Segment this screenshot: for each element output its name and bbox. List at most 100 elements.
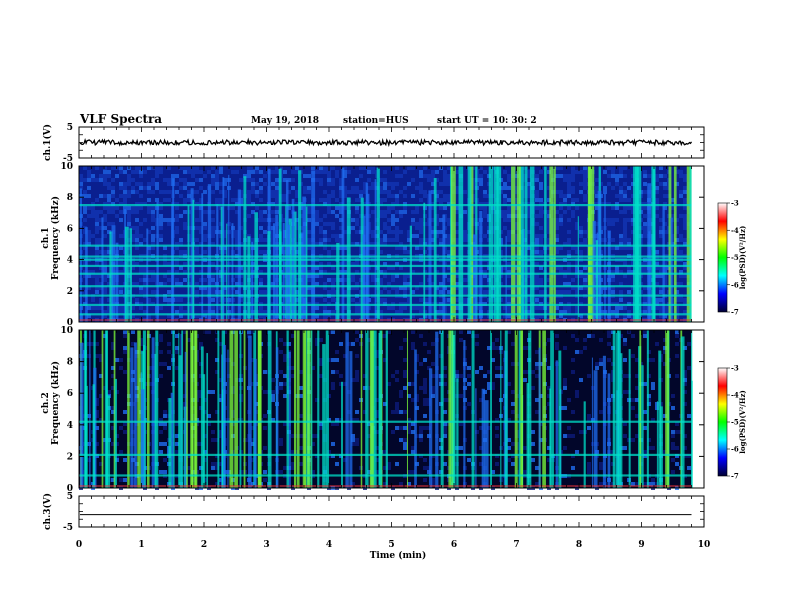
ch2-spec-cell	[299, 434, 303, 438]
ch2-spec-cell	[327, 450, 331, 454]
ch2-spec-cell	[219, 378, 223, 382]
ch1-spec-cell	[107, 250, 111, 254]
ch1-spec-cell	[503, 314, 507, 318]
ch1-spec-cell	[295, 170, 299, 174]
ch1-spec-burst	[633, 166, 638, 322]
ch1-spec-cell	[435, 270, 439, 274]
ch1-spec-cell	[455, 314, 459, 318]
ch1-spec-cell	[151, 214, 155, 218]
ch1-spec-burst	[187, 205, 190, 322]
ch2-spec-cell	[403, 386, 407, 390]
ch1-spec-cell	[175, 270, 179, 274]
ch1-spec-cell	[527, 230, 531, 234]
ch1-spec-cell	[507, 238, 511, 242]
ch1-spec-cell	[167, 298, 171, 302]
ch2-spec-cell	[331, 386, 335, 390]
ch1-spec-cell	[343, 314, 347, 318]
ch1-spec-cell	[323, 242, 327, 246]
ch2-spec-cell	[535, 466, 539, 470]
ch1-spec-cell	[631, 182, 635, 186]
ch1-spec-cell	[463, 238, 467, 242]
ch1-spec-cell	[119, 234, 123, 238]
ch2-spec-burst	[137, 330, 141, 488]
ch1-spec-cell	[663, 174, 667, 178]
ch1-spec-cell	[343, 166, 347, 170]
ch1-spec-cell	[387, 194, 391, 198]
ch1-spec-cell	[619, 290, 623, 294]
ch1-spec-cell	[555, 234, 559, 238]
ch2-spec-burst	[275, 347, 279, 488]
ch2-spec-cell	[491, 342, 495, 346]
ch1-spec-cell	[411, 178, 415, 182]
ch2-spec-cell	[287, 342, 291, 346]
ch1-spec-cell	[503, 194, 507, 198]
ch2-spec-cell	[607, 334, 611, 338]
ch2-spec-cell	[159, 470, 163, 474]
ch1-spec-cell	[631, 174, 635, 178]
ch2-spec-cell	[251, 438, 255, 442]
ch1-spec-cell	[339, 242, 343, 246]
ch1-spec-cell	[411, 306, 415, 310]
ch1-spec-cell	[247, 190, 251, 194]
ch2-spec-cell	[187, 466, 191, 470]
ch1-spec-cell	[135, 166, 139, 170]
ch1-spec-cell	[315, 170, 319, 174]
ch2-spec-burst	[130, 347, 134, 488]
ch1-spec-cell	[611, 290, 615, 294]
ch1-spec-cell	[559, 218, 563, 222]
ch2-spec-cell	[651, 478, 655, 482]
ch1-spec-cell	[455, 274, 459, 278]
ch1-spec-cell	[151, 182, 155, 186]
ch1-spec-cell	[127, 274, 131, 278]
ch1-spec-cell	[663, 194, 667, 198]
ch1-spec-cell	[131, 226, 135, 230]
ch1-spec-cell	[675, 170, 679, 174]
ch2-spec-cell	[555, 334, 559, 338]
ch1-spec-cell	[395, 230, 399, 234]
ch1-spec-cell	[447, 166, 451, 170]
ch1-spec-burst	[336, 242, 340, 322]
ch2-spec-burst	[628, 349, 631, 488]
ch1-spec-cell	[655, 206, 659, 210]
ch1-spec-cell	[679, 250, 683, 254]
ch2-spec-cell	[211, 390, 215, 394]
ch1-spec-cell	[147, 190, 151, 194]
ch1-spec-cell	[139, 186, 143, 190]
ch1-spec-cell	[447, 178, 451, 182]
ch2-spec-ytick-label: 2	[67, 452, 73, 462]
ch1-spec-cell	[663, 310, 667, 314]
ch1-spec-cell	[623, 246, 627, 250]
ch2-spec-cell	[251, 382, 255, 386]
ch2-spec-cell	[623, 390, 627, 394]
ch1-spec-cell	[199, 186, 203, 190]
ch2-spec-cell	[655, 342, 659, 346]
ch2-spec-cell	[591, 418, 595, 422]
ch1-spec-cell	[571, 198, 575, 202]
ch2-spec-cell	[163, 422, 167, 426]
ch1-spec-cell	[183, 226, 187, 230]
ch2-spec-cell	[675, 462, 679, 466]
ch2-spec-cell	[563, 406, 567, 410]
ch2-spec-cell	[587, 374, 591, 378]
ch2-spec-burst	[106, 395, 111, 488]
ch1-spec-cell	[663, 306, 667, 310]
ch1-spec-cell	[323, 198, 327, 202]
ch1-spec-cell	[107, 310, 111, 314]
ch1-spec-cell	[407, 230, 411, 234]
ch1-spec-cell	[675, 314, 679, 318]
ch1-spec-cell	[255, 166, 259, 170]
ch2-spec-burst	[258, 330, 262, 488]
ch1-spec-cell	[443, 174, 447, 178]
ch1-spec-cell	[327, 250, 331, 254]
ch2-spec-burst	[475, 388, 477, 488]
ch1-spec-cell	[295, 314, 299, 318]
ch2-spec-cell	[399, 390, 403, 394]
ch2-spec-burst	[514, 330, 518, 488]
ch2-spec-cell	[475, 334, 479, 338]
ch1-spec-cell	[331, 298, 335, 302]
ch1-spec-cell	[111, 186, 115, 190]
ch1-spec-cell	[535, 222, 539, 226]
ch1-spec-cell	[87, 194, 91, 198]
ch1-spec-cell	[275, 198, 279, 202]
ch1-spec-burst	[604, 193, 606, 322]
